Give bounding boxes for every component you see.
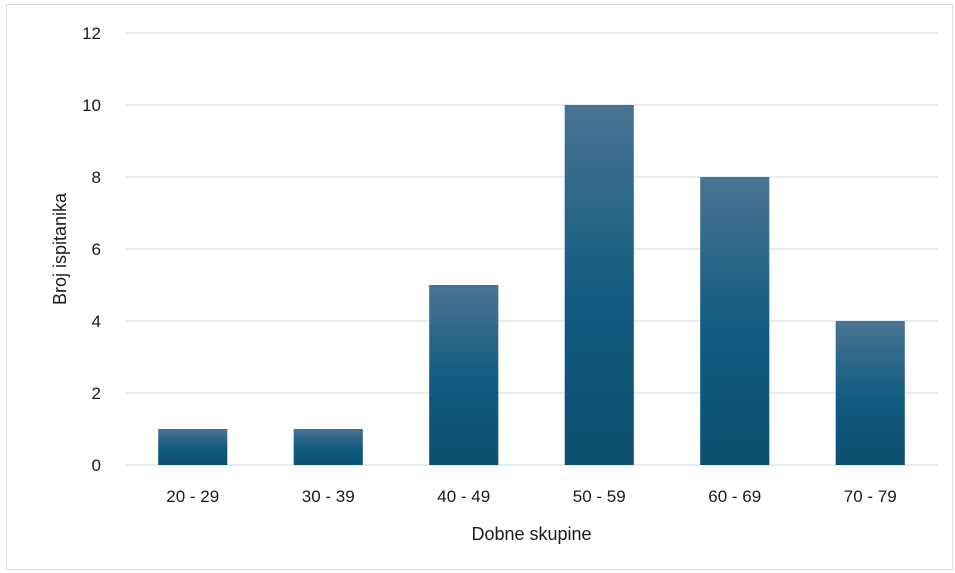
bar-60-69 bbox=[700, 177, 770, 465]
y-tick-label: 8 bbox=[92, 168, 101, 187]
y-tick-label: 4 bbox=[92, 312, 101, 331]
gridlines bbox=[125, 32, 938, 466]
bar-30-39 bbox=[293, 429, 363, 465]
x-tick-label: 70 - 79 bbox=[844, 487, 897, 506]
x-tick-labels: 20 - 29 30 - 39 40 - 49 50 - 59 60 - 69 70 - … bbox=[166, 487, 896, 506]
y-axis-title: Broj ispitanika bbox=[50, 192, 70, 305]
x-axis-title: Dobne skupine bbox=[471, 524, 591, 544]
x-tick-label: 60 - 69 bbox=[708, 487, 761, 506]
y-tick-label: 0 bbox=[92, 456, 101, 475]
x-tick-label: 40 - 49 bbox=[437, 487, 490, 506]
x-tick-label: 20 - 29 bbox=[166, 487, 219, 506]
y-tick-label: 10 bbox=[82, 96, 101, 115]
bar-70-79 bbox=[835, 321, 905, 465]
bar-50-59 bbox=[564, 105, 634, 465]
x-tick-label: 50 - 59 bbox=[573, 487, 626, 506]
y-tick-label: 2 bbox=[92, 384, 101, 403]
y-tick-label: 6 bbox=[92, 240, 101, 259]
bar-40-49 bbox=[429, 285, 499, 465]
x-tick-label: 30 - 39 bbox=[302, 487, 355, 506]
bars bbox=[158, 105, 905, 465]
bar-20-29 bbox=[158, 429, 228, 465]
y-tick-labels: 0 2 4 6 8 10 12 bbox=[82, 24, 101, 475]
y-tick-label: 12 bbox=[82, 24, 101, 43]
